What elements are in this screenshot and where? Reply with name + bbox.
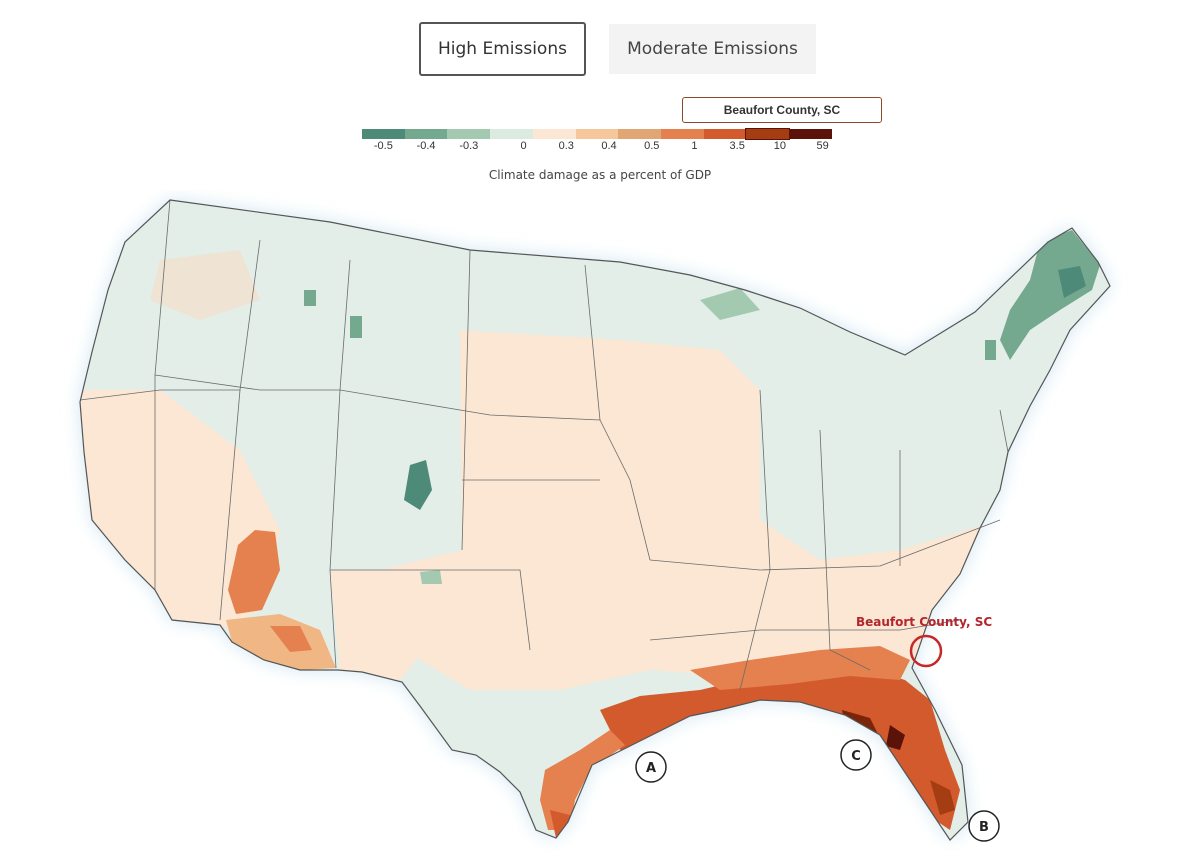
legend-swatch [661,129,704,139]
legend-tick: 1 [691,140,698,152]
marker-c[interactable]: C [840,739,872,771]
legend-swatch [703,129,747,139]
damage-regions [80,230,1100,838]
region-gulf-coast-high [600,670,960,830]
legend-tick: 0.3 [558,140,574,152]
beaufort-callout[interactable]: Beaufort County, SC [856,615,992,668]
legend-tick: 59 [816,140,829,152]
legend-tick: 0 [520,140,527,152]
legend-swatch [362,129,405,139]
region-maine-strong-benefit [1058,266,1086,298]
scenario-tabs: High Emissions Moderate Emissions [0,22,1200,76]
region-texas-coast-moderate [540,730,625,830]
marker-b[interactable]: B [968,810,1000,842]
svg-text:C: C [851,749,861,764]
legend-tick-labels: -0.5 -0.4 -0.3 0 0.3 0.4 0.5 1 3.5 10 59 [362,140,832,154]
region-low-damage-northwest [150,250,260,320]
marker-a[interactable]: A [635,751,667,783]
legend-tick: -0.4 [416,140,436,152]
legend-swatch [490,129,533,139]
legend-tick: 0.5 [644,140,660,152]
legend-tick: -0.3 [459,140,479,152]
region-new-mexico-benefit [420,570,442,584]
legend-color-scale [362,128,832,140]
tab-moderate-emissions[interactable]: Moderate Emissions [609,24,816,74]
region-colorado-benefit [404,460,432,510]
legend-caption: Climate damage as a percent of GDP [488,168,712,182]
region-montana-benefit [350,316,362,338]
svg-text:B: B [979,820,989,835]
region-arizona-high [228,530,280,614]
callout-circle [909,634,943,668]
region-maine-benefit [1000,230,1100,360]
legend-swatch [618,129,662,139]
legend-tick: 10 [773,140,787,152]
legend-tick: 3.5 [729,140,745,152]
legend-swatch [532,129,576,139]
region-idaho-benefit [304,290,316,306]
region-south-florida-severe [930,780,955,815]
region-gulf-inland-moderate [690,646,910,690]
region-arizona-hotspot [270,626,312,652]
legend-swatch [447,129,491,139]
legend-tick: -0.5 [373,140,393,152]
us-county-map[interactable]: Beaufort County, SC A B C [0,190,1200,861]
callout-label: Beaufort County, SC [856,615,992,629]
region-adirondack-benefit [985,340,996,360]
region-arizona-moderate [226,614,336,670]
legend-highlight-label: Beaufort County, SC [682,97,882,123]
legend-swatch [575,129,619,139]
region-outer-banks [985,555,1008,582]
legend-swatch [404,129,448,139]
region-upper-michigan-benefit [700,288,760,320]
region-low-damage-central [380,330,1010,690]
state-borders [79,199,1009,691]
region-low-damage-southwest [330,570,440,680]
legend-swatch [789,129,832,139]
legend-swatch [745,128,791,140]
svg-text:A: A [646,761,656,776]
tab-high-emissions[interactable]: High Emissions [419,22,586,76]
legend-tick: 0.4 [601,140,617,152]
region-florida-severe [886,725,905,750]
